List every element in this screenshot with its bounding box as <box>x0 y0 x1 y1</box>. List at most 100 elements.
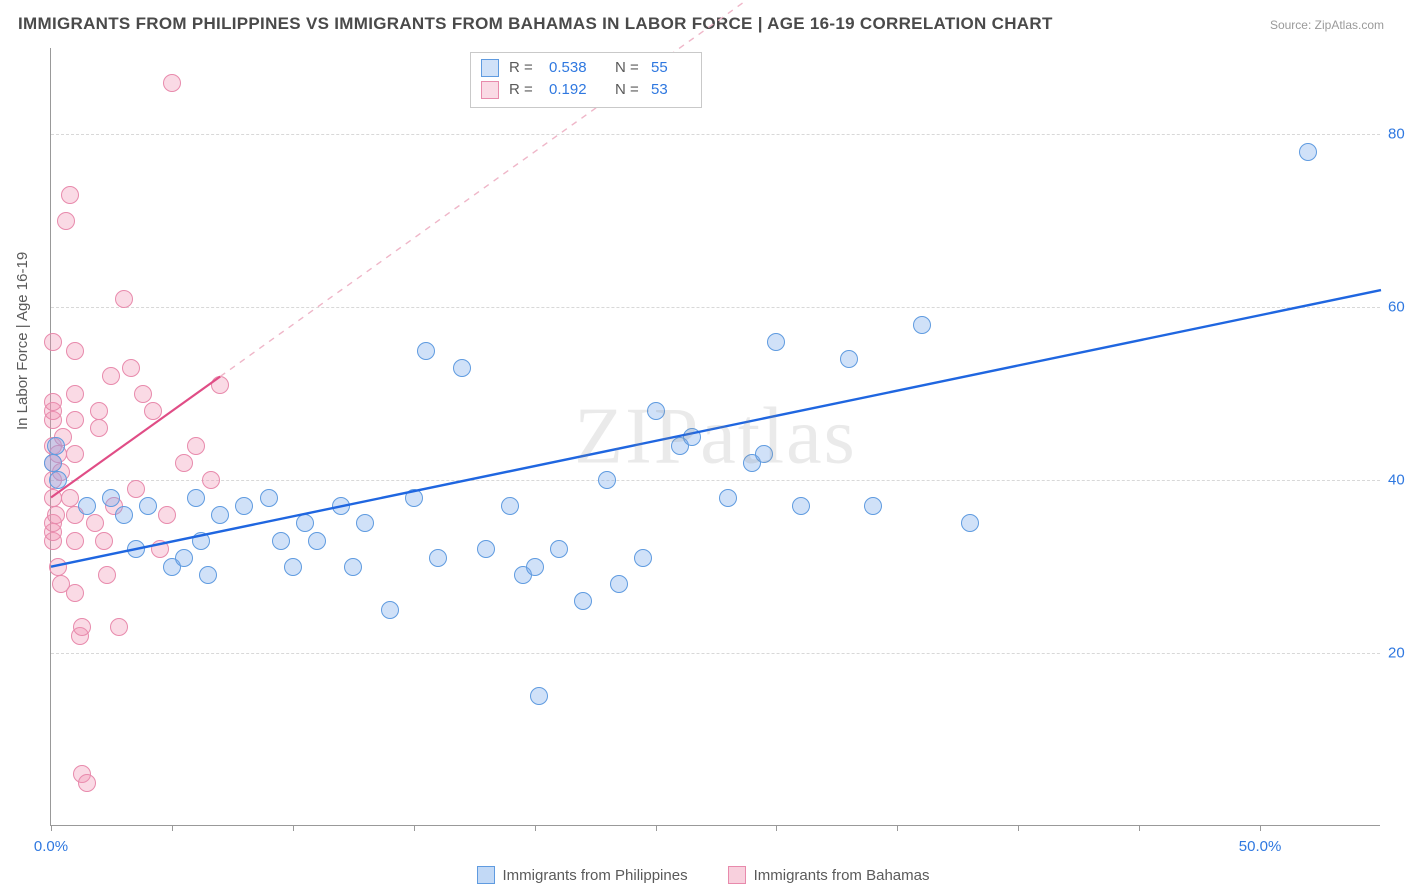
data-point <box>526 558 544 576</box>
data-point <box>95 532 113 550</box>
data-point <box>199 566 217 584</box>
data-point <box>598 471 616 489</box>
y-axis-label: In Labor Force | Age 16-19 <box>14 252 31 430</box>
data-point <box>272 532 290 550</box>
data-point <box>477 540 495 558</box>
x-tick-mark <box>1260 825 1261 831</box>
data-point <box>175 454 193 472</box>
data-point <box>767 333 785 351</box>
data-point <box>57 212 75 230</box>
data-point <box>44 454 62 472</box>
r-label: R = <box>509 79 543 101</box>
legend-stats-row-bahamas: R = 0.192 N = 53 <box>481 79 691 101</box>
grid-line-h <box>51 653 1380 654</box>
data-point <box>405 489 423 507</box>
n-value-philippines: 55 <box>651 57 691 79</box>
data-point <box>78 497 96 515</box>
data-point <box>90 419 108 437</box>
y-tick-label: 80.0% <box>1388 126 1406 143</box>
r-value-bahamas: 0.192 <box>549 79 609 101</box>
x-tick-mark <box>535 825 536 831</box>
data-point <box>66 584 84 602</box>
x-tick-mark <box>414 825 415 831</box>
data-point <box>574 592 592 610</box>
data-point <box>429 549 447 567</box>
source-label: Source: ZipAtlas.com <box>1270 18 1384 32</box>
r-label: R = <box>509 57 543 79</box>
data-point <box>47 437 65 455</box>
chart-plot-area: 20.0%40.0%60.0%80.0%0.0%50.0% ZIPatlas <box>50 48 1380 826</box>
legend-label: Immigrants from Philippines <box>503 867 688 884</box>
data-point <box>453 359 471 377</box>
x-tick-mark <box>172 825 173 831</box>
data-point <box>98 566 116 584</box>
data-point <box>332 497 350 515</box>
legend-bottom: Immigrants from Philippines Immigrants f… <box>0 866 1406 884</box>
data-point <box>308 532 326 550</box>
x-tick-mark <box>776 825 777 831</box>
x-tick-mark <box>656 825 657 831</box>
legend-item-bahamas: Immigrants from Bahamas <box>728 866 930 884</box>
data-point <box>211 506 229 524</box>
data-point <box>417 342 435 360</box>
data-point <box>151 540 169 558</box>
n-label: N = <box>615 79 645 101</box>
x-tick-mark <box>1018 825 1019 831</box>
data-point <box>73 618 91 636</box>
data-point <box>864 497 882 515</box>
grid-line-h <box>51 134 1380 135</box>
data-point <box>47 506 65 524</box>
chart-title: IMMIGRANTS FROM PHILIPPINES VS IMMIGRANT… <box>18 14 1053 34</box>
data-point <box>530 687 548 705</box>
data-point <box>115 506 133 524</box>
data-point <box>49 558 67 576</box>
data-point <box>187 437 205 455</box>
data-point <box>755 445 773 463</box>
data-point <box>139 497 157 515</box>
n-label: N = <box>615 57 645 79</box>
data-point <box>44 489 62 507</box>
legend-stats-row-philippines: R = 0.538 N = 55 <box>481 57 691 79</box>
data-point <box>66 445 84 463</box>
data-point <box>356 514 374 532</box>
grid-line-h <box>51 307 1380 308</box>
plot-container: 20.0%40.0%60.0%80.0%0.0%50.0% <box>51 48 1380 825</box>
data-point <box>550 540 568 558</box>
x-tick-mark <box>293 825 294 831</box>
data-point <box>66 411 84 429</box>
x-tick-mark <box>1139 825 1140 831</box>
data-point <box>610 575 628 593</box>
legend-label: Immigrants from Bahamas <box>754 867 930 884</box>
x-tick-label: 0.0% <box>34 838 68 855</box>
data-point <box>719 489 737 507</box>
data-point <box>61 186 79 204</box>
y-tick-label: 20.0% <box>1388 645 1406 662</box>
data-point <box>66 385 84 403</box>
x-tick-label: 50.0% <box>1239 838 1282 855</box>
data-point <box>187 489 205 507</box>
data-point <box>44 333 62 351</box>
data-point <box>86 514 104 532</box>
swatch-bahamas <box>728 866 746 884</box>
data-point <box>61 489 79 507</box>
data-point <box>158 506 176 524</box>
data-point <box>175 549 193 567</box>
data-point <box>792 497 810 515</box>
data-point <box>913 316 931 334</box>
x-tick-mark <box>51 825 52 831</box>
data-point <box>144 402 162 420</box>
data-point <box>634 549 652 567</box>
data-point <box>102 489 120 507</box>
y-tick-label: 40.0% <box>1388 472 1406 489</box>
legend-item-philippines: Immigrants from Philippines <box>477 866 688 884</box>
data-point <box>163 74 181 92</box>
data-point <box>344 558 362 576</box>
data-point <box>1299 143 1317 161</box>
data-point <box>296 514 314 532</box>
x-tick-mark <box>897 825 898 831</box>
data-point <box>122 359 140 377</box>
data-point <box>192 532 210 550</box>
data-point <box>284 558 302 576</box>
data-point <box>44 393 62 411</box>
data-point <box>78 774 96 792</box>
